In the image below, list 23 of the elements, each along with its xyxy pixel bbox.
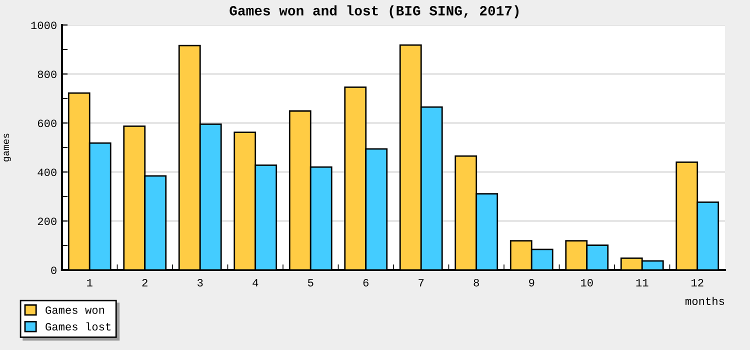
x-tick-label: 10 [581,278,593,286]
x-tick-label: 9 [529,278,534,286]
x-tick-label: 6 [363,278,368,286]
x-tick-label: 4 [252,279,258,286]
x-tick-label: 3 [197,278,203,286]
legend-label: Games won [46,306,104,314]
y-tick-label: 600 [38,120,56,128]
x-tick-label: 5 [308,279,314,286]
x-tick-label: 2 [142,278,148,286]
y-tick-label: 1000 [31,22,56,30]
y-axis-title: games [4,134,12,162]
legend-label: Games lost [46,322,111,331]
x-tick-label: 11 [636,279,648,286]
chart-title: Games won and lost (BIG SING, 2017) [230,5,519,18]
x-tick-label: 7 [418,279,424,286]
y-tick-label: 0 [51,266,56,274]
y-tick-label: 400 [38,168,56,176]
x-tick-label: 8 [474,278,479,286]
y-tick-label: 200 [38,218,56,226]
x-tick-label: 1 [87,279,92,286]
y-tick-label: 800 [38,70,56,78]
x-tick-label: 12 [692,278,704,286]
x-axis-title: months [686,296,724,305]
